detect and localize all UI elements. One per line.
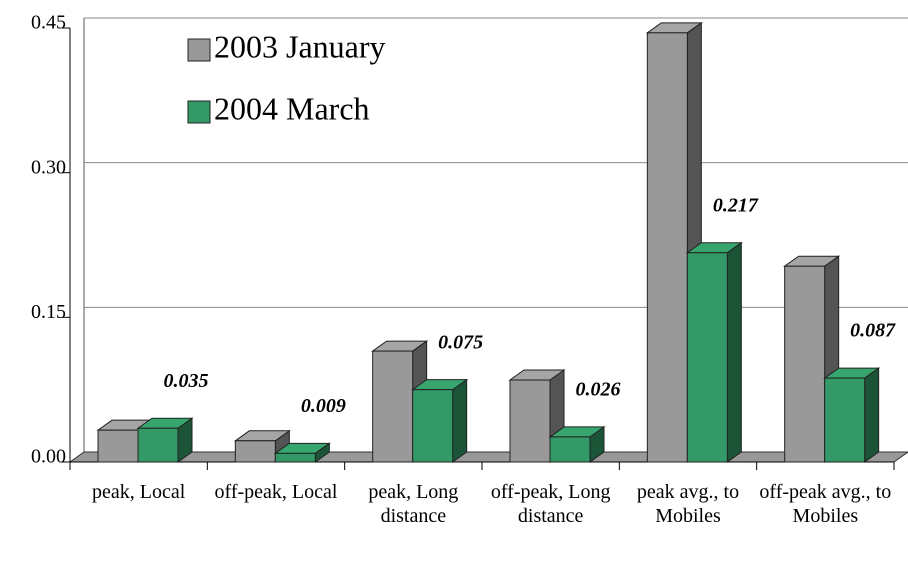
bar bbox=[686, 252, 728, 463]
value-label: 0.075 bbox=[438, 331, 483, 353]
x-tick-label: peak avg., to Mobiles bbox=[636, 481, 740, 527]
bar bbox=[412, 389, 454, 463]
value-label: 0.009 bbox=[301, 395, 346, 417]
x-tick-label: off-peak, Local bbox=[214, 481, 338, 503]
bar-side bbox=[452, 378, 468, 463]
bar bbox=[372, 350, 414, 463]
x-tick-label: off-peak avg., to Mobiles bbox=[759, 481, 892, 527]
value-label: 0.217 bbox=[713, 194, 759, 216]
bar-side bbox=[864, 367, 880, 463]
bar bbox=[97, 429, 139, 463]
bar bbox=[274, 452, 316, 463]
legend-swatch bbox=[187, 100, 211, 124]
bar bbox=[646, 32, 688, 463]
y-tick-label: 0.00 bbox=[31, 446, 66, 468]
bar-side bbox=[726, 241, 742, 463]
bar bbox=[509, 379, 551, 463]
legend-label: 2003 January bbox=[214, 28, 386, 64]
x-tick-label: peak, Local bbox=[92, 481, 186, 503]
x-tick-label: off-peak, Long distance bbox=[490, 481, 611, 527]
legend-label: 2004 March bbox=[214, 90, 370, 126]
x-tick-label: peak, Long distance bbox=[368, 481, 459, 527]
value-label: 0.087 bbox=[850, 320, 896, 342]
y-tick-label: 0.45 bbox=[31, 12, 66, 34]
bar bbox=[784, 265, 826, 463]
floor bbox=[68, 451, 908, 463]
legend-swatch bbox=[187, 38, 211, 62]
bar bbox=[234, 440, 276, 463]
value-label: 0.035 bbox=[164, 370, 209, 392]
value-label: 0.026 bbox=[576, 379, 621, 401]
y-tick-label: 0.15 bbox=[31, 301, 66, 323]
bar bbox=[137, 427, 179, 463]
bar bbox=[549, 436, 591, 463]
y-tick-label: 0.30 bbox=[31, 156, 66, 178]
bar bbox=[824, 377, 866, 463]
